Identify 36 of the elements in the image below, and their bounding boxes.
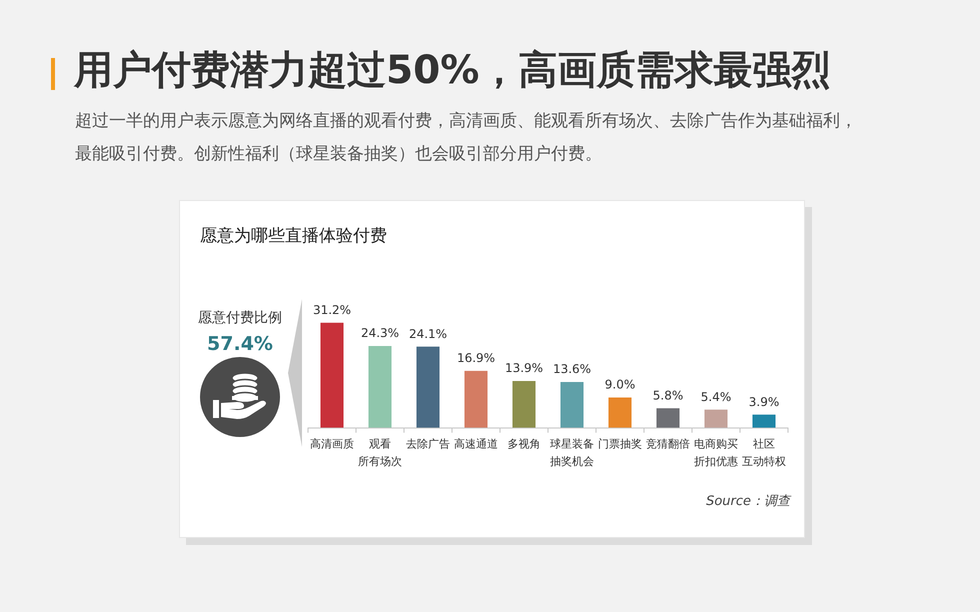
bar bbox=[752, 414, 776, 428]
x-tick-label: 竞猜翻倍 bbox=[646, 437, 690, 450]
bar bbox=[464, 370, 488, 428]
source-note: Source：调查 bbox=[706, 493, 790, 511]
text: 57.4% bbox=[206, 332, 274, 356]
data-label: 24.3% bbox=[360, 326, 400, 340]
chart-subtitle: 超过一半的用户表示愿意为网络直播的观看付费，高清画质、能观看所有场次、去除广告作为基础福利，最能吸引付费。创新性福利（球星装备抽奖）也会吸引部分用户付费。 bbox=[75, 110, 858, 166]
x-tick-label: 社区互动特权 bbox=[742, 437, 786, 468]
x-tick-label: 高清画质 bbox=[310, 437, 354, 450]
data-label: 31.2% bbox=[312, 302, 352, 317]
bar bbox=[656, 408, 680, 428]
bar bbox=[368, 346, 392, 428]
data-label: 13.6% bbox=[552, 362, 592, 376]
text: 愿意付费比例 bbox=[197, 309, 283, 328]
data-label: 5.8% bbox=[652, 388, 684, 402]
data-label: 16.9% bbox=[456, 351, 496, 366]
x-tick-label: 高速通道 bbox=[454, 437, 498, 450]
x-tick-label: 去除广告 bbox=[406, 437, 450, 450]
text: 愿意为哪些直播体验付费 bbox=[200, 225, 387, 248]
x-tick-label: 门票抽奖 bbox=[598, 437, 642, 450]
x-tick-label: 电商购买折扣优惠 bbox=[694, 437, 738, 468]
data-label: 24.1% bbox=[408, 326, 448, 341]
x-tick-label: 球星装备抽奖机会 bbox=[550, 437, 594, 468]
bar bbox=[608, 398, 632, 428]
x-tick-label: 观看所有场次 bbox=[358, 437, 402, 468]
bar bbox=[320, 322, 344, 428]
x-tick-label: 多视角 bbox=[508, 437, 540, 450]
bar bbox=[560, 382, 584, 428]
chart-title: 用户付费潜力超过50%，高画质需求最强烈 bbox=[74, 47, 830, 95]
bar bbox=[416, 346, 440, 428]
data-label: 3.9% bbox=[748, 394, 780, 409]
data-label: 5.4% bbox=[700, 390, 732, 404]
bar bbox=[704, 410, 728, 428]
data-label: 13.9% bbox=[504, 361, 544, 376]
data-label: 9.0% bbox=[604, 378, 636, 392]
bar bbox=[512, 381, 536, 428]
